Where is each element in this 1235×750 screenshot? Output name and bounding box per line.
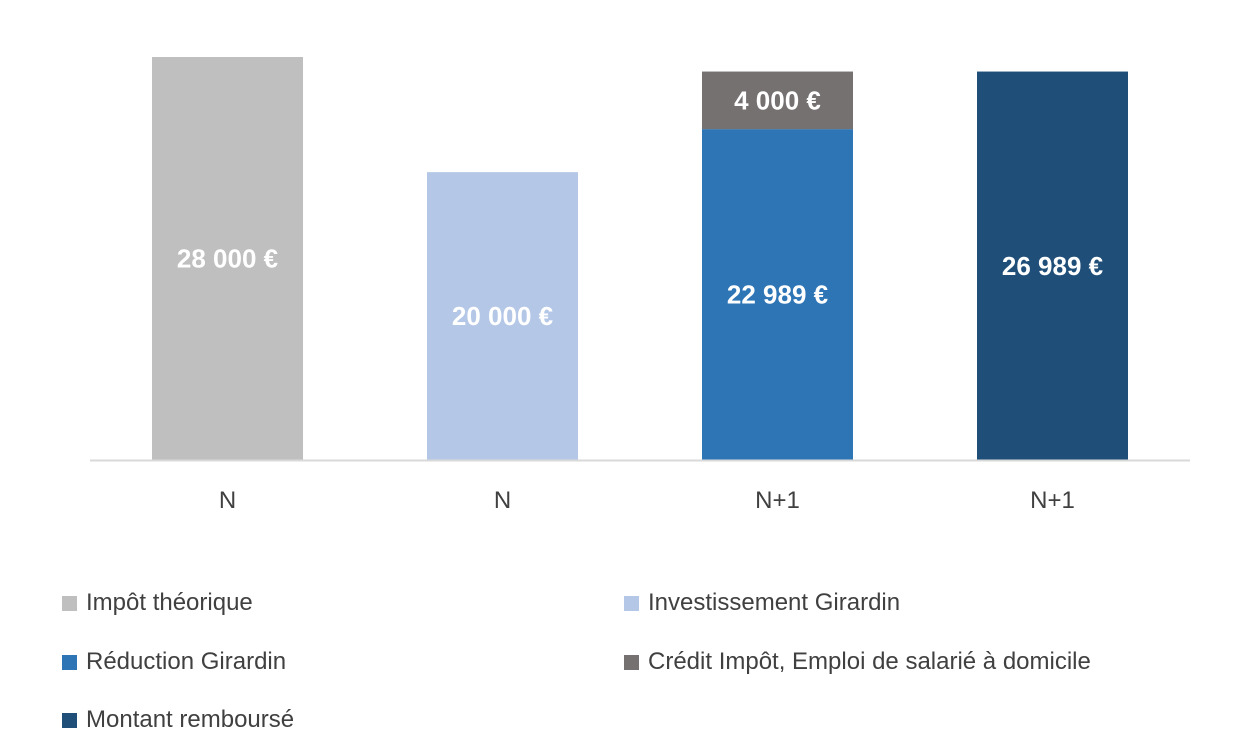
bar-4-cat-3	[702, 71, 853, 130]
x-tick-labels: N N N+1 N+1	[219, 487, 1075, 514]
bar-2-cat-2	[427, 172, 578, 460]
data-label-5-cat-4: 26 989 €	[1002, 251, 1103, 281]
bars-group	[152, 57, 1128, 460]
data-labels: 28 000 € 20 000 € 22 989 € 4 000 € 26 989 €	[177, 85, 1103, 331]
data-label-3-cat-3: 22 989 €	[727, 280, 828, 310]
x-tick-label-4: N+1	[1030, 487, 1075, 514]
data-label-4-cat-3: 4 000 €	[734, 85, 821, 115]
data-label-1-cat-1: 28 000 €	[177, 244, 278, 274]
data-label-2-cat-2: 20 000 €	[452, 301, 553, 331]
bar-3-cat-3	[702, 129, 853, 460]
x-tick-label-1: N	[219, 487, 236, 514]
x-tick-label-2: N	[494, 487, 511, 514]
x-tick-label-3: N+1	[755, 487, 800, 514]
bar-5-cat-4	[977, 71, 1128, 460]
bar-1-cat-1	[152, 57, 303, 460]
